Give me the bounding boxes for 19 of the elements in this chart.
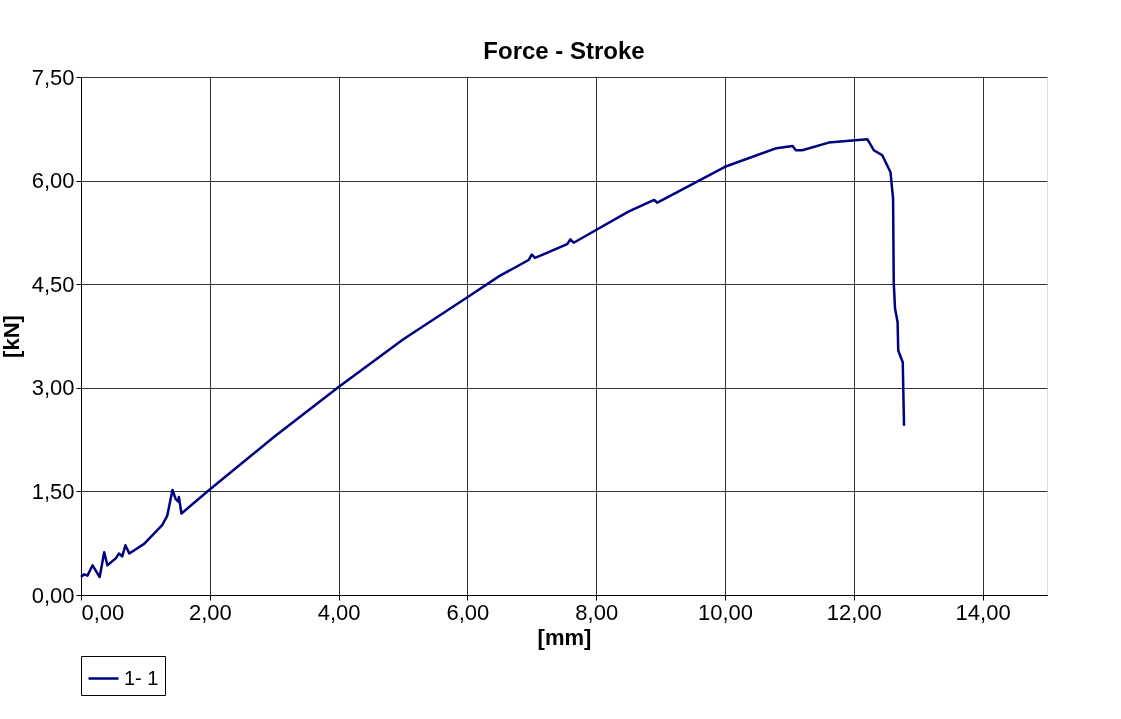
x-tick-label: 0,00: [81, 599, 125, 625]
y-tick-label: 7,50: [31, 64, 75, 90]
x-tick-label: 8,00: [575, 599, 619, 625]
y-axis-title: [kN]: [0, 315, 24, 358]
y-tick-label: 6,00: [31, 168, 75, 194]
legend-label: 1- 1: [124, 666, 159, 689]
y-tick-label: 1,50: [31, 478, 75, 504]
chart-title: Force - Stroke: [483, 37, 645, 64]
x-tick-label: 10,00: [697, 599, 754, 625]
x-tick-label: 6,00: [446, 599, 490, 625]
line-series: [79, 137, 906, 579]
y-tick-label: 4,50: [31, 271, 75, 297]
x-tick-label: 14,00: [955, 599, 1011, 625]
x-tick-label: 4,00: [317, 599, 361, 625]
y-tick-label: 0,00: [31, 582, 75, 608]
x-axis-title: [mm]: [537, 624, 592, 650]
y-tick-label: 3,00: [31, 375, 75, 401]
x-tick-label: 2,00: [188, 599, 232, 625]
x-tick-label: 12,00: [826, 599, 882, 625]
